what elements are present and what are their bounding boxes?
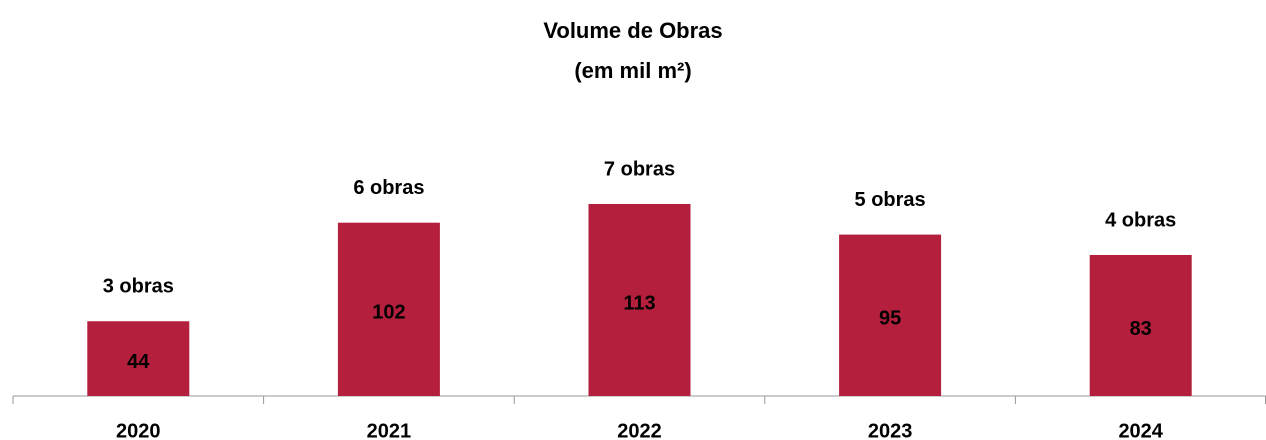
value-label: 83 (1130, 318, 1152, 340)
annotation: 4 obras (1105, 209, 1176, 231)
annotation: 7 obras (604, 158, 675, 180)
annotation: 3 obras (103, 276, 174, 298)
value-label: 95 (879, 308, 901, 330)
chart-subtitle: (em mil m²) (574, 58, 691, 83)
bar (87, 321, 190, 396)
bar (839, 234, 942, 396)
x-tick-label: 2021 (367, 420, 412, 440)
x-tick-label: 2023 (868, 420, 913, 440)
bar (337, 222, 440, 396)
bar (588, 204, 691, 396)
x-tick-label: 2024 (1118, 420, 1163, 440)
x-tick-label: 2022 (617, 420, 662, 440)
value-label: 44 (127, 351, 150, 373)
annotation: 6 obras (353, 177, 424, 199)
annotation: 5 obras (855, 189, 926, 211)
value-label: 113 (623, 292, 655, 314)
bar (1089, 254, 1192, 396)
value-label: 102 (372, 302, 405, 324)
x-tick-label: 2020 (116, 420, 161, 440)
chart-title: Volume de Obras (543, 18, 722, 43)
